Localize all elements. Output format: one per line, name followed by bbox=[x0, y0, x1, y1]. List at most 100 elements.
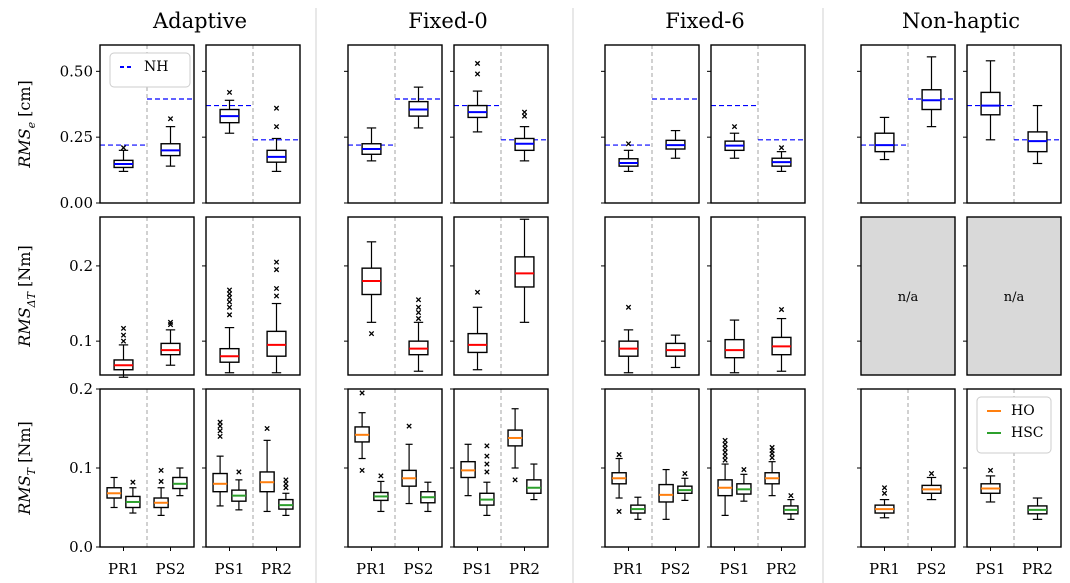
subplot-panel bbox=[710, 388, 806, 548]
outlier-point bbox=[273, 285, 280, 292]
y-tick-label: 0.50 bbox=[60, 62, 93, 80]
subplot-panel bbox=[453, 388, 549, 548]
y-tick-label: 0.25 bbox=[60, 128, 93, 146]
legend-box bbox=[109, 52, 191, 88]
outlier-point bbox=[158, 467, 164, 474]
outlier-point bbox=[236, 469, 242, 475]
outlier-point bbox=[769, 455, 775, 461]
y-axis-label-subscript: e bbox=[25, 121, 38, 128]
column-title: Adaptive bbox=[152, 9, 247, 33]
outlier-point bbox=[273, 267, 280, 273]
panel-frame bbox=[604, 216, 700, 376]
legend-label: NH bbox=[144, 59, 168, 75]
subplot-panel bbox=[205, 44, 301, 204]
x-tick-label: PR2 bbox=[509, 560, 540, 578]
outlier-point bbox=[722, 449, 728, 455]
subplot-panel bbox=[604, 216, 700, 376]
box-iqr bbox=[514, 256, 535, 288]
outlier-point bbox=[359, 467, 365, 474]
panel-frame bbox=[453, 216, 549, 376]
outlier-point bbox=[359, 390, 365, 396]
y-axis-label-unit: [Nm] bbox=[15, 421, 34, 468]
panel-frame bbox=[205, 216, 301, 376]
outlier-point bbox=[406, 423, 412, 429]
x-tick-label: PS1 bbox=[463, 560, 493, 578]
x-tick-label: PR1 bbox=[356, 560, 387, 578]
outlier-point bbox=[283, 485, 289, 491]
panel-frame bbox=[860, 216, 956, 376]
outlier-point bbox=[415, 315, 422, 322]
x-tick-label: PR2 bbox=[261, 560, 292, 578]
outlier-point bbox=[226, 89, 233, 96]
outlier-point bbox=[769, 444, 775, 451]
outlier-point bbox=[273, 105, 280, 111]
outlier-point bbox=[120, 332, 127, 338]
x-tick-label: PS2 bbox=[156, 560, 186, 578]
subplot-panel bbox=[604, 44, 700, 204]
not-available-area bbox=[967, 217, 1061, 375]
column-title: Non-haptic bbox=[902, 9, 1020, 33]
x-tick-label: PR1 bbox=[108, 560, 139, 578]
legend: HO HSC bbox=[976, 396, 1052, 454]
y-axis-label-main: RMS bbox=[15, 128, 34, 168]
outlier-point bbox=[226, 304, 233, 310]
y-tick-label: 0.2 bbox=[69, 257, 93, 275]
outlier-point bbox=[722, 437, 728, 444]
outlier-point bbox=[378, 473, 384, 479]
box-iqr bbox=[467, 332, 488, 354]
x-tick-label: PS2 bbox=[404, 560, 434, 578]
outlier-point bbox=[778, 306, 785, 313]
outlier-point bbox=[217, 419, 223, 425]
subplot-panel bbox=[604, 388, 700, 548]
outlier-point bbox=[130, 479, 136, 485]
outlier-point bbox=[167, 116, 174, 122]
x-tick-label: PR2 bbox=[766, 560, 797, 578]
x-tick-label: PS1 bbox=[720, 560, 750, 578]
outlier-point bbox=[484, 453, 490, 459]
subplot-panel bbox=[453, 44, 549, 204]
legend: NH bbox=[109, 52, 191, 88]
column-title: Fixed-6 bbox=[665, 9, 744, 33]
y-axis-label-main: RMS bbox=[15, 475, 34, 515]
outlier-point bbox=[158, 478, 164, 485]
y-tick-label: 0.00 bbox=[60, 194, 93, 212]
panel-frame bbox=[966, 44, 1062, 204]
outlier-point bbox=[264, 425, 270, 432]
outlier-point bbox=[521, 113, 528, 119]
panel-frame bbox=[966, 216, 1062, 376]
panel-frame bbox=[99, 216, 195, 376]
outlier-point bbox=[120, 325, 127, 332]
outlier-point bbox=[226, 287, 233, 293]
outlier-point bbox=[625, 141, 632, 147]
outlier-point bbox=[484, 469, 490, 475]
outlier-point bbox=[120, 338, 127, 344]
box-iqr bbox=[658, 483, 674, 503]
panel-frame bbox=[710, 44, 806, 204]
box-iqr bbox=[980, 91, 1001, 116]
panel-frame bbox=[99, 44, 195, 204]
panel-frame bbox=[604, 44, 700, 204]
outlier-point bbox=[722, 445, 728, 451]
x-tick-label: PR1 bbox=[613, 560, 644, 578]
panel-frame bbox=[347, 44, 443, 204]
outlier-point bbox=[415, 297, 422, 303]
outlier-point bbox=[682, 470, 688, 477]
not-available-label: n/a bbox=[898, 290, 919, 305]
y-axis-label-unit: [cm] bbox=[15, 80, 34, 122]
not-available-label: n/a bbox=[1004, 290, 1025, 305]
outlier-point bbox=[283, 477, 289, 483]
x-tick-label: PR1 bbox=[869, 560, 900, 578]
outlier-point bbox=[283, 481, 289, 487]
outlier-point bbox=[273, 259, 280, 265]
y-axis-label-main: RMS bbox=[15, 307, 34, 347]
y-tick-label: 0.1 bbox=[69, 459, 93, 477]
outlier-point bbox=[415, 309, 422, 316]
outlier-point bbox=[741, 466, 747, 473]
x-tick-label: PS1 bbox=[215, 560, 245, 578]
outlier-point bbox=[616, 508, 622, 515]
y-tick-label: 0.1 bbox=[69, 332, 93, 350]
box-iqr bbox=[212, 472, 228, 493]
box-iqr bbox=[526, 479, 542, 494]
y-tick-label: 0.0 bbox=[69, 538, 93, 556]
outlier-point bbox=[368, 330, 375, 337]
